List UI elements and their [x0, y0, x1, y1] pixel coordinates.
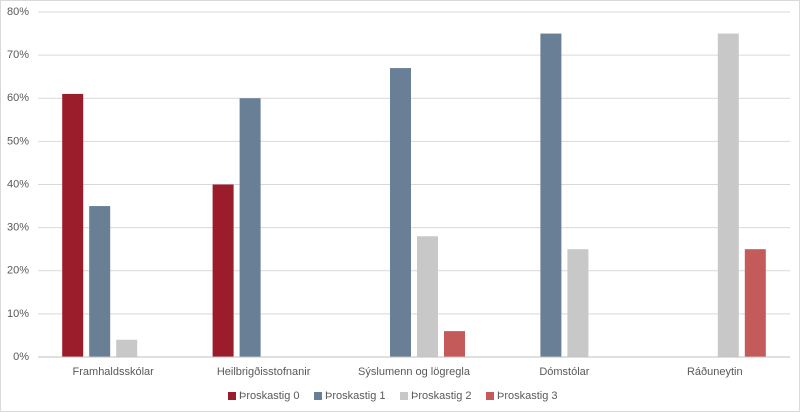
y-tick-label: 50% [7, 135, 29, 147]
legend-label: Þroskastig 2 [411, 390, 472, 402]
bar [89, 206, 111, 357]
y-tick-label: 0% [13, 351, 29, 363]
y-tick-label: 30% [7, 222, 29, 234]
y-tick-label: 40% [7, 178, 29, 190]
y-tick-label: 80% [7, 6, 29, 18]
legend-swatch [314, 392, 322, 400]
legend-swatch [228, 392, 236, 400]
bar [567, 249, 589, 357]
legend-label: Þroskastig 3 [497, 390, 558, 402]
legend-swatch [486, 392, 494, 400]
y-tick-label: 20% [7, 265, 29, 277]
bar [390, 68, 411, 357]
bar [116, 339, 138, 357]
bar [744, 249, 766, 357]
legend-swatch [400, 392, 408, 400]
bar [717, 33, 739, 357]
legend-label: Þroskastig 1 [325, 390, 386, 402]
x-tick-label: Framhaldsskólar [73, 366, 155, 378]
y-tick-label: 10% [7, 308, 29, 320]
bar [417, 236, 438, 357]
y-tick-label: 70% [7, 49, 29, 61]
bar [540, 33, 562, 357]
bar [212, 184, 234, 357]
x-tick-label: Dómstólar [539, 366, 589, 378]
y-tick-label: 60% [7, 92, 29, 104]
x-tick-label: Ráðuneytin [687, 366, 743, 378]
bar [444, 331, 465, 357]
bar [239, 98, 261, 357]
x-tick-label: Sýslumenn og lögregla [358, 366, 471, 378]
bar [62, 93, 84, 357]
x-tick-label: Heilbrigðisstofnanir [217, 366, 311, 378]
legend-label: Þroskastig 0 [239, 390, 300, 402]
